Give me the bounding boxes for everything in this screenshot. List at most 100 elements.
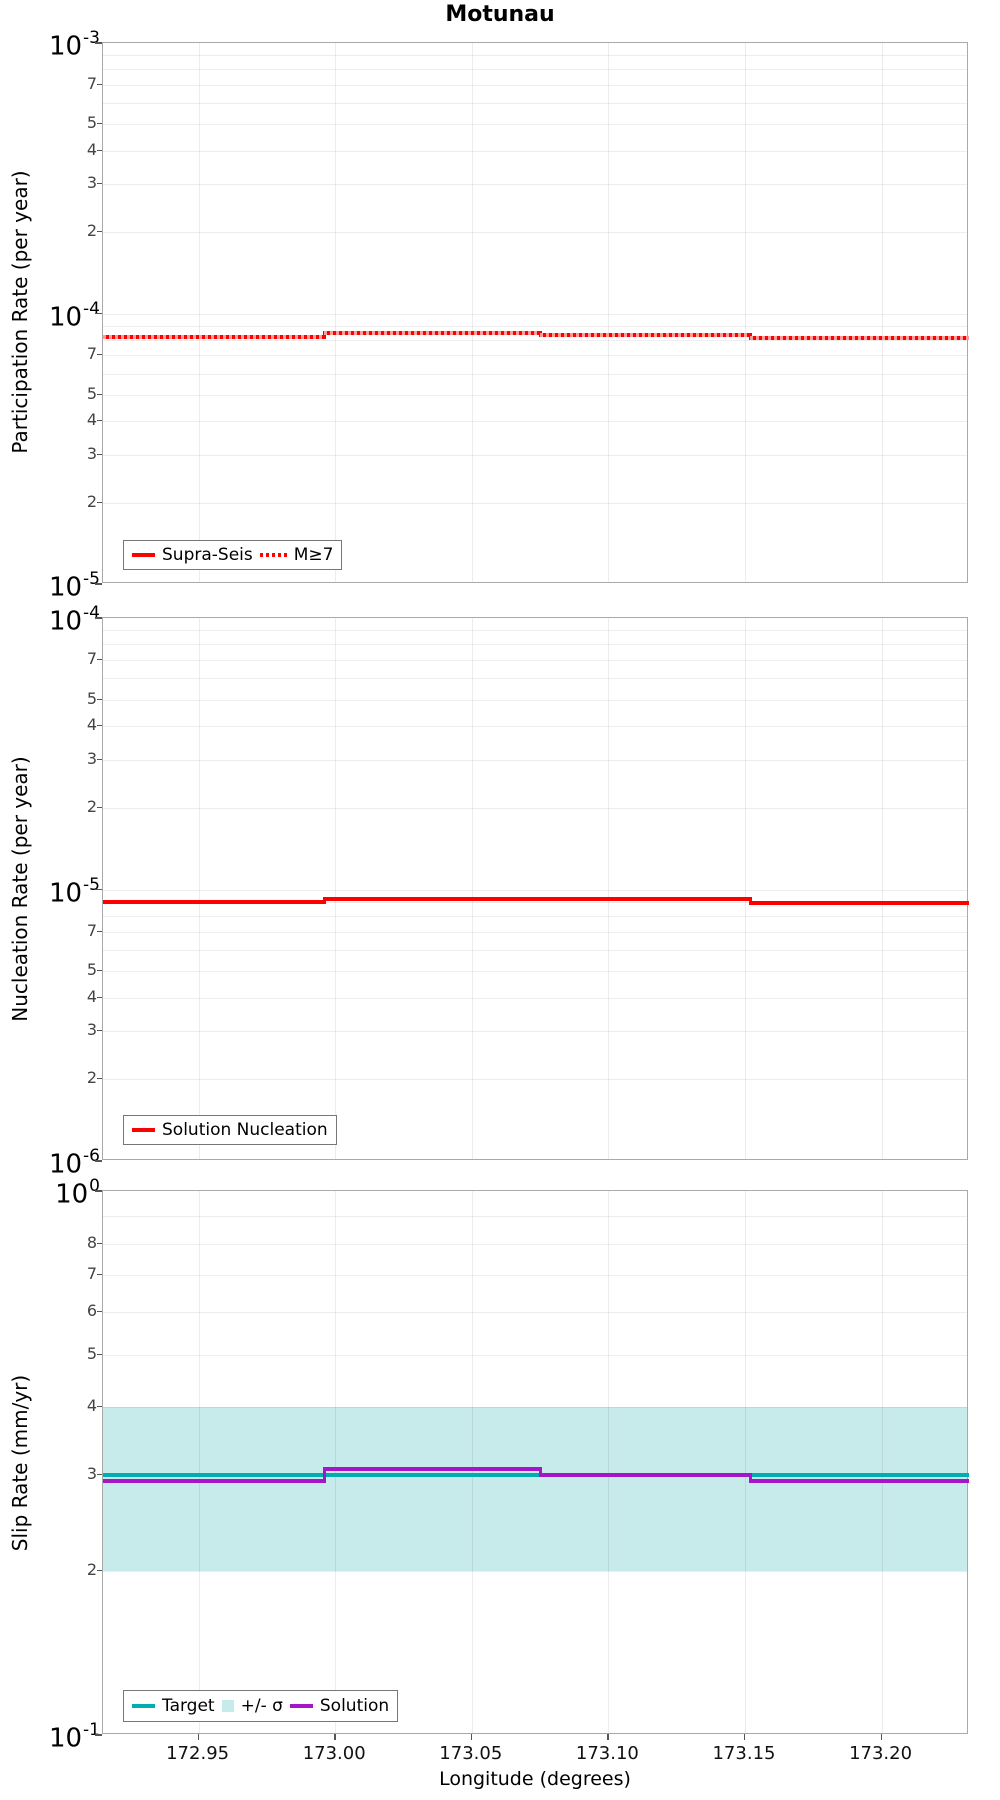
series-step-connector xyxy=(322,896,326,904)
v-gridline xyxy=(744,1191,746,1733)
x-tick-mark xyxy=(470,1734,473,1740)
y-tick-mark xyxy=(95,42,102,44)
v-gridline xyxy=(335,1191,337,1733)
y-tick-minor-label: 3 xyxy=(86,748,97,768)
x-tick-mark xyxy=(334,1734,336,1740)
panel-nucleation xyxy=(102,617,969,1160)
x-tick-label: 172.95 xyxy=(166,1743,230,1764)
y-tick-minor-label: 4 xyxy=(86,139,97,159)
y-tick-mark xyxy=(95,583,102,585)
y-tick-mark-minor xyxy=(97,1030,102,1032)
h-gridline xyxy=(103,630,967,632)
y-tick-mark-minor xyxy=(97,149,102,151)
series-segment-solution xyxy=(103,1479,325,1484)
y-tick-mark xyxy=(95,1160,102,1162)
y-tick-mark-minor xyxy=(97,996,102,998)
y-tick-mark-minor xyxy=(97,1310,102,1312)
x-tick-mark xyxy=(743,1734,746,1740)
h-gridline xyxy=(103,1354,967,1356)
y-tick-decade-label: 10-3 xyxy=(48,28,100,62)
y-tick-exponent: -4 xyxy=(83,298,100,319)
y-tick-mark-minor xyxy=(97,183,102,185)
y-tick-minor-label: 5 xyxy=(86,960,97,980)
v-gridline xyxy=(471,618,473,1159)
y-tick-mark xyxy=(95,1190,102,1192)
h-gridline xyxy=(103,150,967,152)
y-axis-title-nucleation: Nucleation Rate (per year) xyxy=(8,756,32,1022)
y-tick-mark-minor xyxy=(97,698,102,700)
y-tick-mark-minor xyxy=(97,659,102,661)
y-tick-minor-label: 6 xyxy=(86,1300,97,1320)
h-gridline xyxy=(103,901,967,903)
series-segment-m-7 xyxy=(750,336,969,341)
series-segment-m-7 xyxy=(540,333,751,338)
y-tick-minor-label: 2 xyxy=(86,221,97,241)
chart-title: Motunau xyxy=(445,2,555,27)
legend-swatch-supra-seis xyxy=(132,553,155,557)
v-gridline xyxy=(335,43,337,582)
sigma-band xyxy=(103,1407,967,1572)
y-tick-minor-label: 7 xyxy=(86,1264,97,1284)
h-gridline xyxy=(103,394,967,396)
y-tick-minor-label: 3 xyxy=(86,173,97,193)
h-gridline xyxy=(103,1243,967,1245)
y-tick-mark-minor xyxy=(97,354,102,356)
h-gridline-decade xyxy=(103,313,967,315)
h-gridline xyxy=(103,726,967,728)
y-tick-decade-label: 10-6 xyxy=(48,1146,100,1180)
x-tick-label: 173.15 xyxy=(712,1743,776,1764)
y-tick-mark-minor xyxy=(97,1570,102,1572)
v-gridline xyxy=(608,43,610,582)
legend-nucleation: Solution Nucleation xyxy=(123,1115,337,1145)
y-tick-minor-label: 7 xyxy=(86,73,97,93)
y-tick-exponent: -5 xyxy=(83,874,100,895)
y-tick-minor-label: 3 xyxy=(86,1020,97,1040)
y-tick-mark-minor xyxy=(97,420,102,422)
y-tick-mark xyxy=(95,888,102,890)
series-segment-solution-nucleation xyxy=(103,899,325,904)
y-tick-decade-label: 10-5 xyxy=(48,569,100,603)
h-gridline xyxy=(103,232,967,234)
legend-swatch-solution xyxy=(289,1704,313,1708)
series-segment-target xyxy=(324,1473,541,1478)
h-gridline xyxy=(103,339,967,341)
x-tick-label: 173.00 xyxy=(302,1743,366,1764)
h-gridline xyxy=(103,915,967,917)
legend-label-supra-seis: Supra-Seis xyxy=(162,545,253,565)
h-gridline xyxy=(103,355,967,357)
y-tick-mark-minor xyxy=(97,930,102,932)
h-gridline xyxy=(103,325,967,327)
y-tick-mark xyxy=(95,312,102,314)
series-step-connector xyxy=(748,1472,752,1484)
series-step-connector xyxy=(322,1467,326,1483)
v-gridline xyxy=(471,1191,473,1733)
y-tick-decade-label: 10-4 xyxy=(48,298,100,333)
y-tick-mark-minor xyxy=(97,1078,102,1080)
h-gridline xyxy=(103,949,967,951)
legend-swatch-solution-nucleation xyxy=(132,1128,155,1132)
y-tick-minor-label: 8 xyxy=(86,1232,97,1252)
y-tick-minor-label: 3 xyxy=(86,1464,97,1484)
x-tick-label: 173.20 xyxy=(849,1743,913,1764)
y-tick-minor-label: 4 xyxy=(86,410,97,430)
h-gridline xyxy=(103,807,967,809)
legend-swatch-target xyxy=(132,1704,155,1708)
y-tick-minor-label: 2 xyxy=(86,1560,97,1580)
y-tick-decade-label: 10-1 xyxy=(48,1720,100,1754)
y-tick-minor-label: 5 xyxy=(86,113,97,133)
y-tick-exponent: -3 xyxy=(83,28,100,48)
legend-label-sigma: +/- σ xyxy=(240,1696,283,1716)
series-step-connector xyxy=(748,897,752,905)
series-segment-solution xyxy=(324,1467,541,1472)
y-tick-exponent: -5 xyxy=(83,569,100,589)
y-tick-mark xyxy=(95,1734,102,1736)
y-tick-mark-minor xyxy=(97,1406,102,1408)
x-tick-mark xyxy=(607,1734,609,1740)
y-tick-mark-minor xyxy=(97,970,102,972)
h-gridline-decade xyxy=(103,889,967,891)
y-tick-mark-minor xyxy=(97,1242,102,1244)
series-segment-solution xyxy=(540,1472,751,1477)
panel-participation xyxy=(102,42,969,583)
y-tick-minor-label: 4 xyxy=(86,715,97,735)
